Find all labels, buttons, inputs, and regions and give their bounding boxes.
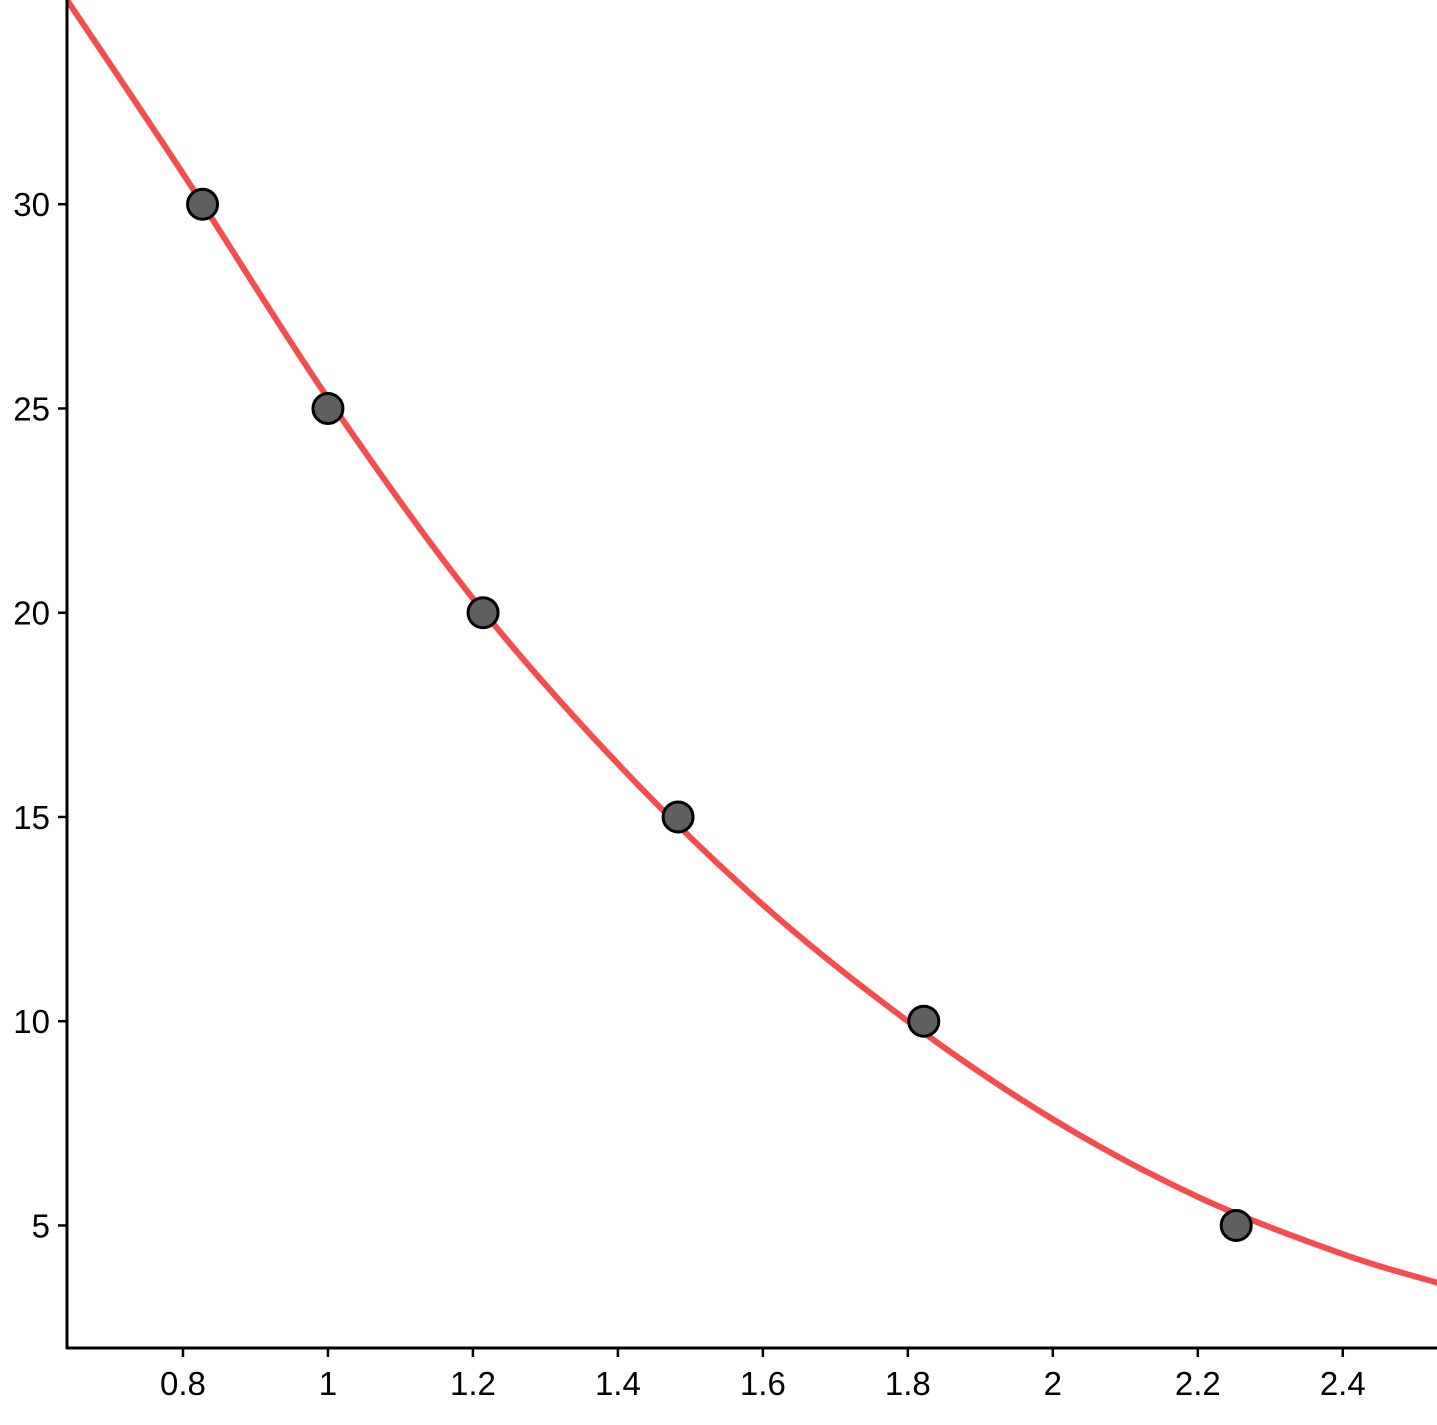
x-tick-label: 1.2 (450, 1365, 496, 1402)
data-point (186, 187, 220, 221)
x-axis-ticks: 0.8 1 1.2 1.4 1.6 1.8 2 2.2 2.4 (160, 1348, 1366, 1402)
fit-curve-layer (67, 0, 1437, 1286)
x-tick-label: 1.8 (885, 1365, 931, 1402)
data-point (1219, 1208, 1253, 1242)
data-point (661, 800, 695, 834)
data-points-layer (186, 187, 1253, 1242)
x-tick-label: 1 (319, 1365, 337, 1402)
data-point (311, 391, 345, 425)
data-point (907, 1004, 941, 1038)
y-tick-label: 5 (32, 1207, 50, 1244)
x-tick-label: 0.8 (160, 1365, 206, 1402)
x-tick-label: 1.6 (740, 1365, 786, 1402)
y-tick-label: 30 (13, 186, 50, 223)
y-axis-ticks: 5 10 15 20 25 30 (13, 186, 67, 1244)
x-tick-label: 2 (1044, 1365, 1062, 1402)
x-tick-label: 2.4 (1320, 1365, 1366, 1402)
fit-curve-line (67, 0, 1437, 1286)
y-tick-label: 25 (13, 390, 50, 427)
y-tick-label: 20 (13, 595, 50, 632)
x-tick-label: 1.4 (595, 1365, 641, 1402)
data-point (466, 596, 500, 630)
x-tick-label: 2.2 (1175, 1365, 1221, 1402)
y-tick-label: 10 (13, 1003, 50, 1040)
y-tick-label: 15 (13, 799, 50, 836)
